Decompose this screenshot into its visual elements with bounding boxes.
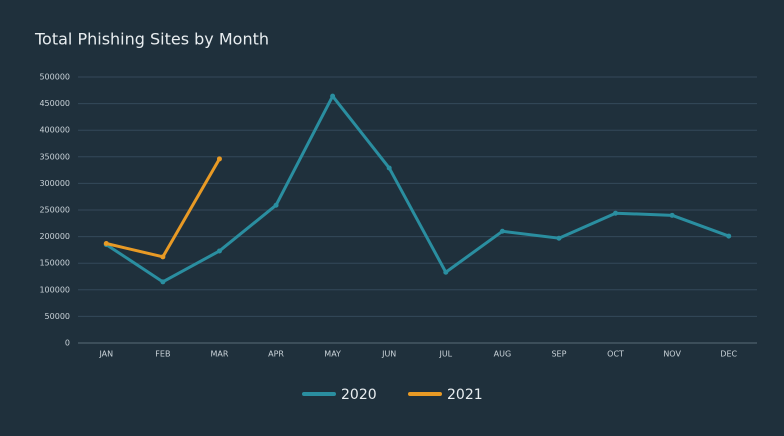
point [160,279,166,285]
x-tick-label: OCT [607,350,624,359]
x-tick-label: JAN [98,350,113,359]
point [443,269,449,275]
point [330,93,336,99]
series-line [105,94,730,284]
point [613,210,619,216]
y-tick-label: 400000 [39,126,70,135]
y-tick-label: 250000 [39,206,70,215]
y-tick-label: 500000 [39,73,70,82]
x-tick-label: AUG [494,350,512,359]
x-tick-label: MAY [324,350,341,359]
x-tick-label: NOV [663,350,681,359]
y-tick-label: 300000 [39,179,70,188]
legend-label: 2020 [341,387,377,403]
point [726,233,732,239]
y-tick-label: 100000 [39,285,70,294]
y-tick-label: 350000 [39,152,70,161]
point [216,248,222,254]
point [160,254,166,260]
y-tick-label: 450000 [39,99,70,108]
x-tick-label: FEB [155,350,170,359]
point [216,156,222,162]
y-tick-label: 200000 [39,232,70,241]
point [103,241,109,247]
x-tick-label: DEC [720,350,737,359]
point [386,165,392,171]
y-tick-label: 150000 [39,259,70,268]
point [499,228,505,234]
x-tick-label: JUL [438,350,452,359]
chart-title: Total Phishing Sites by Month [34,30,269,49]
x-tick-label: SEP [551,350,566,359]
point [669,212,675,218]
point [556,235,562,241]
point [273,202,279,208]
x-tick-label: APR [268,350,284,359]
legend-label: 2021 [447,387,483,403]
y-tick-label: 50000 [45,312,70,321]
x-tick-label: MAR [210,350,228,359]
x-tick-label: JUN [381,350,396,359]
y-tick-label: 0 [65,339,70,348]
